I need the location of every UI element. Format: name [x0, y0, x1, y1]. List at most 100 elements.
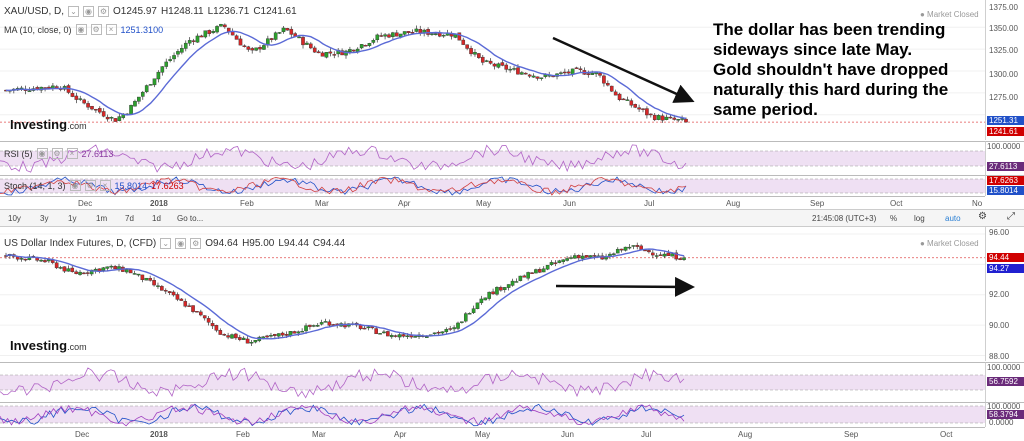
candle-body [676, 119, 680, 121]
month-label: Sep [810, 199, 825, 208]
candle-body [305, 42, 309, 45]
candle-body [658, 254, 663, 256]
candle-body [163, 290, 168, 292]
percent-toggle[interactable]: % [890, 214, 898, 223]
fullscreen-icon[interactable]: ⤢ [1007, 211, 1015, 222]
candle-body [530, 272, 534, 274]
visibility-icon[interactable]: ◉ [69, 180, 81, 191]
settings-icon[interactable]: ⚙ [190, 238, 202, 249]
range-1y[interactable]: 1y [68, 214, 77, 223]
dxy-investing-logo: Investing.com [10, 338, 87, 353]
candle-body [70, 267, 75, 272]
log-toggle[interactable]: log [914, 214, 925, 223]
candle-body [534, 269, 538, 274]
settings-icon[interactable]: ⚙ [84, 180, 96, 191]
visibility-icon[interactable]: ◉ [36, 148, 48, 159]
candle-body [668, 116, 673, 119]
candle-body [410, 31, 415, 34]
gold-price-pane [0, 0, 985, 140]
range-1d[interactable]: 1d [152, 214, 161, 223]
settings-icon[interactable]: ⚙ [51, 148, 63, 159]
range-10y[interactable]: 10y [8, 214, 21, 223]
dxy-market-status: ● Market Closed [920, 239, 979, 248]
dxy-stoch-axis-top: 100.0000 [987, 402, 1021, 411]
range-1m[interactable]: 1m [96, 214, 108, 223]
candle-body [109, 117, 114, 119]
visibility-icon[interactable]: ◉ [83, 6, 95, 17]
candle-body [253, 340, 258, 343]
month-label: Aug [726, 199, 741, 208]
settings-icon[interactable]: ⚙ [90, 24, 102, 35]
visibility-icon[interactable]: ◉ [75, 24, 87, 35]
candle-body [479, 298, 484, 304]
candle-body [172, 55, 176, 60]
candle-body [609, 85, 614, 92]
candle-body [78, 271, 82, 275]
candle-body [383, 34, 387, 37]
candle-body [448, 328, 453, 330]
oscillator-band [0, 151, 985, 166]
goto-button[interactable]: Go to... [177, 214, 204, 223]
close-icon[interactable]: × [99, 180, 111, 191]
settings-icon[interactable]: ⚙ [98, 6, 110, 17]
month-label: Jun [563, 199, 576, 208]
auto-toggle[interactable]: auto [945, 214, 961, 223]
candle-body [144, 85, 149, 93]
candle-body [469, 48, 473, 55]
candle-body [195, 310, 199, 313]
candle-body [47, 259, 51, 262]
moving-average-line [6, 30, 687, 120]
candle-body [615, 248, 620, 254]
candle-body [277, 32, 282, 34]
candle-body [276, 333, 281, 337]
candle-body [309, 43, 313, 49]
candle-body [518, 275, 523, 281]
candle-body [39, 259, 43, 262]
range-3y[interactable]: 3y [40, 214, 49, 223]
gold-stoch-d: 17.6263 [151, 180, 184, 191]
candle-body [202, 315, 207, 319]
gear-icon[interactable]: ⚙ [978, 211, 987, 222]
close-icon[interactable]: × [66, 148, 78, 159]
candle-body [508, 68, 512, 71]
range-7d[interactable]: 7d [125, 214, 134, 223]
gold-ma-value: 1251.3100 [120, 24, 164, 35]
expand-icon[interactable]: ⌄ [68, 6, 80, 17]
candle-body [559, 72, 563, 74]
year-label: 2018 [150, 199, 168, 208]
gold-rsi-pane [0, 141, 985, 175]
visibility-icon[interactable]: ◉ [175, 238, 187, 249]
candle-body [670, 253, 675, 257]
expand-icon[interactable]: ⌄ [160, 238, 172, 249]
gold-investing-logo: Investing.com [10, 117, 87, 132]
candle-body [97, 108, 102, 113]
dxy-ma-tag: 94.27 [987, 264, 1024, 273]
annotation-line: sideways since late May. [713, 40, 913, 59]
candle-body [514, 281, 519, 283]
candle-body [467, 313, 472, 315]
dxy-rsi-pane [0, 362, 985, 402]
candle-body [504, 64, 509, 70]
candle-body [183, 42, 188, 49]
candle-body [167, 291, 172, 293]
candle-body [495, 286, 499, 295]
candle-body [391, 32, 395, 37]
candle-body [94, 109, 98, 111]
month-label: Mar [315, 199, 329, 208]
candle-body [471, 308, 476, 313]
candle-body [553, 262, 558, 264]
candle-body [137, 96, 141, 102]
gold-axis-label: 1325.00 [989, 46, 1018, 55]
candle-body [434, 33, 438, 35]
candle-body [304, 325, 308, 332]
candle-body [27, 90, 32, 92]
dxy-price-pane [0, 227, 985, 361]
clock-readout: 21:45:08 (UTC+3) [812, 214, 877, 223]
candle-body [82, 99, 86, 104]
candle-body [378, 333, 382, 335]
close-icon[interactable]: × [105, 24, 117, 35]
candle-body [207, 30, 212, 34]
gold-stoch-pane [0, 175, 985, 196]
month-label: Jun [561, 430, 574, 439]
dxy-low: L94.44 [278, 238, 309, 249]
